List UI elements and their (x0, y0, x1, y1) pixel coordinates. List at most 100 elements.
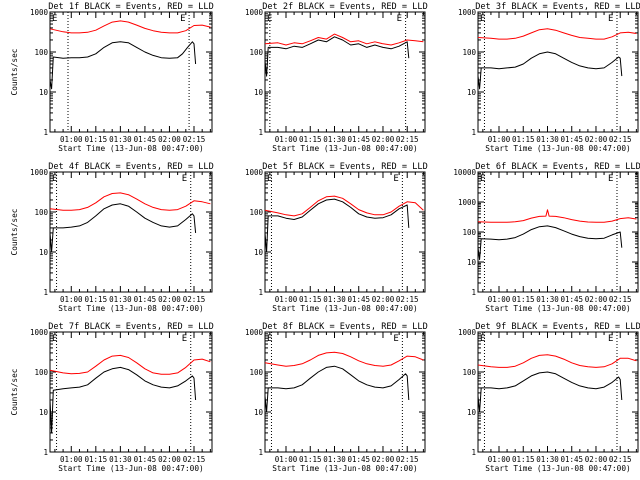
y-tick-label: 1000 (30, 8, 49, 17)
x-tick-label: 01:30 (323, 135, 346, 144)
y-tick-label: 1 (258, 288, 263, 297)
y-tick-label: 10 (467, 258, 477, 267)
series-lld-line (49, 192, 211, 211)
y-tick-label: 10000 (453, 168, 476, 177)
y-tick-label: 1 (43, 288, 48, 297)
y-tick-label: 100 (462, 228, 476, 237)
x-tick-label: 02:15 (609, 295, 632, 304)
corner-label: E (608, 334, 613, 344)
x-tick-label: 01:00 (488, 295, 511, 304)
y-tick-label: 100 (462, 48, 476, 57)
series-lld-line (264, 351, 424, 367)
x-tick-label: 01:00 (60, 135, 83, 144)
x-tick-label: 01:45 (134, 295, 157, 304)
y-tick-label: 1000 (458, 328, 477, 337)
y-tick-label: 1 (258, 448, 263, 457)
panel-title: Det 4f BLACK = Events, RED = LLD (48, 162, 214, 172)
series-events-line (264, 365, 410, 413)
plot-frame (477, 331, 639, 453)
series-events-line (49, 366, 197, 434)
corner-label: E (393, 174, 398, 184)
x-tick-label: 01:45 (560, 295, 583, 304)
plot-frame (264, 11, 426, 133)
y-tick-label: 100 (462, 368, 476, 377)
y-tick-label: 10 (39, 408, 49, 417)
x-axis-label: Start Time (13-Jun-08 00:47:00) (58, 304, 204, 313)
x-axis-label: Start Time (13-Jun-08 00:47:00) (58, 464, 204, 473)
panel-det-6: Det 6f BLACK = Events, RED = LLD 1 10 100 10… (453, 162, 640, 313)
x-tick-label: 01:15 (299, 455, 322, 464)
corner-label: E (182, 334, 187, 344)
series-lld-line (264, 33, 424, 46)
x-tick-label: 02:15 (183, 135, 206, 144)
x-tick-label: 01:15 (512, 455, 535, 464)
x-axis-label: Start Time (13-Jun-08 00:47:00) (272, 144, 418, 153)
panel-title: Det 8f BLACK = Events, RED = LLD (262, 322, 428, 332)
x-tick-label: 02:15 (183, 295, 206, 304)
panel-title: Det 6f BLACK = Events, RED = LLD (475, 162, 640, 172)
panel-det-4: Det 4f BLACK = Events, RED = LLD 1 10 100 10… (10, 162, 214, 313)
x-tick-label: 01:30 (109, 295, 132, 304)
y-tick-label: 1000 (245, 328, 264, 337)
x-axis-label: Start Time (13-Jun-08 00:47:00) (485, 144, 631, 153)
y-tick-label: 1000 (30, 168, 49, 177)
y-tick-label: 1 (471, 448, 476, 457)
x-tick-label: 01:45 (347, 455, 370, 464)
x-tick-label: 01:15 (85, 295, 108, 304)
corner-label: E (267, 334, 272, 344)
plot-frame (49, 11, 213, 133)
y-tick-label: 1000 (458, 8, 477, 17)
x-tick-label: 01:00 (275, 295, 298, 304)
x-tick-label: 01:45 (347, 135, 370, 144)
y-tick-label: 1 (471, 288, 476, 297)
y-tick-label: 100 (34, 368, 48, 377)
y-tick-label: 1000 (245, 168, 264, 177)
x-tick-label: 01:15 (85, 135, 108, 144)
corner-label: E (52, 14, 57, 24)
panel-title: Det 1f BLACK = Events, RED = LLD (48, 2, 214, 12)
x-tick-label: 01:45 (560, 135, 583, 144)
x-tick-label: 01:00 (488, 455, 511, 464)
x-tick-label: 02:15 (183, 455, 206, 464)
y-tick-label: 100 (34, 48, 48, 57)
x-tick-label: 01:00 (60, 455, 83, 464)
corner-label: E (52, 174, 57, 184)
x-axis-label: Start Time (13-Jun-08 00:47:00) (485, 304, 631, 313)
plot-frame (264, 171, 426, 293)
y-tick-label: 100 (249, 48, 263, 57)
panel-det-8: Det 8f BLACK = Events, RED = LLD 1 10 100 10… (245, 322, 428, 473)
series-lld-line (477, 209, 637, 223)
corner-label: E (393, 334, 398, 344)
y-tick-label: 100 (34, 208, 48, 217)
y-tick-label: 10 (467, 88, 477, 97)
corner-label: E (608, 174, 613, 184)
x-tick-label: 01:00 (488, 135, 511, 144)
corner-label: E (180, 14, 185, 24)
y-tick-label: 10 (39, 88, 49, 97)
x-tick-label: 02:15 (396, 455, 419, 464)
x-tick-label: 01:45 (134, 135, 157, 144)
corner-label: E (267, 14, 272, 24)
x-axis-label: Start Time (13-Jun-08 00:47:00) (58, 144, 204, 153)
x-tick-label: 02:15 (609, 455, 632, 464)
x-tick-label: 01:30 (109, 455, 132, 464)
x-tick-label: 01:45 (134, 455, 157, 464)
y-tick-label: 1 (43, 128, 48, 137)
x-tick-label: 01:15 (512, 135, 535, 144)
panel-det-1: Det 1f BLACK = Events, RED = LLD 1 10 100 10… (10, 2, 214, 153)
series-events-line (477, 371, 623, 413)
panel-det-5: Det 5f BLACK = Events, RED = LLD 1 10 100 10… (245, 162, 428, 313)
plot-frame (264, 331, 426, 453)
corner-label: E (267, 174, 272, 184)
corner-label: E (480, 334, 485, 344)
x-tick-label: 01:45 (560, 455, 583, 464)
panel-title: Det 9f BLACK = Events, RED = LLD (475, 322, 640, 332)
y-tick-label: 100 (249, 208, 263, 217)
series-events-line (477, 51, 623, 90)
y-tick-label: 10 (254, 408, 264, 417)
y-tick-label: 10 (467, 408, 477, 417)
plot-frame (49, 331, 213, 453)
y-tick-label: 10 (254, 248, 264, 257)
x-tick-label: 01:30 (109, 135, 132, 144)
corner-label: E (182, 174, 187, 184)
